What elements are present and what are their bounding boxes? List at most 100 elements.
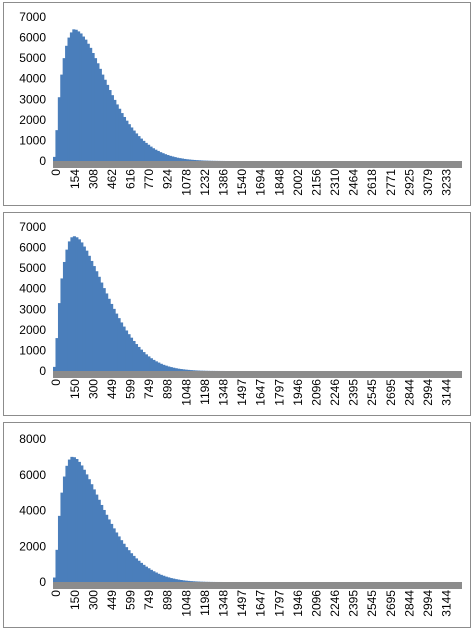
bar [172, 578, 176, 582]
bar [174, 368, 178, 371]
x-tick-label: 308 [86, 169, 100, 189]
y-tick-label: 4000 [19, 282, 46, 296]
bar [106, 84, 110, 161]
bar [142, 564, 146, 582]
bar [90, 260, 94, 371]
x-tick-label: 1797 [272, 590, 286, 617]
bar [65, 465, 69, 582]
x-tick-label: 1048 [179, 590, 193, 617]
bar [100, 504, 104, 582]
bar [134, 344, 139, 371]
x-tick-label: 770 [142, 169, 156, 189]
bar [129, 553, 134, 582]
bar [159, 152, 163, 161]
y-tick-label: 4000 [19, 504, 46, 518]
bar [193, 159, 197, 161]
bar [92, 266, 96, 371]
bar [139, 349, 143, 371]
bar [139, 138, 143, 161]
bar [149, 146, 153, 161]
bar [157, 362, 161, 371]
x-tick-label: 3144 [440, 590, 454, 617]
bar [164, 365, 168, 371]
y-tick-label: 2000 [19, 323, 46, 337]
bar [120, 322, 124, 371]
bar [118, 108, 122, 161]
bar [167, 366, 171, 371]
x-tick-label: 2695 [384, 590, 398, 617]
bar [154, 361, 158, 371]
bar [72, 457, 76, 582]
x-tick-label: 2395 [347, 590, 361, 617]
bar [87, 479, 91, 582]
x-axis-band [53, 161, 462, 168]
bar [187, 580, 191, 582]
bar [188, 159, 192, 161]
x-tick-label: 150 [68, 379, 82, 399]
bar [157, 573, 161, 582]
bar [164, 154, 168, 161]
x-tick-label: 1497 [235, 379, 249, 406]
x-tick-label: 1497 [235, 590, 249, 617]
bar [189, 581, 193, 582]
bar [65, 249, 69, 371]
bar [70, 456, 74, 582]
bar [137, 560, 141, 582]
x-tick-label: 2771 [384, 169, 398, 196]
bar [65, 45, 69, 161]
bar [67, 241, 71, 371]
x-tick-label: 1348 [216, 590, 230, 617]
x-tick-label: 2994 [421, 379, 435, 406]
x-tick-label: 2844 [402, 379, 416, 406]
bar [179, 369, 183, 371]
bar [100, 282, 104, 371]
bar [115, 104, 119, 161]
x-tick-label: 1540 [235, 169, 249, 196]
bar-series [53, 29, 230, 162]
bar [152, 571, 156, 582]
bar [151, 148, 156, 161]
bar [164, 576, 168, 582]
bar [72, 29, 76, 161]
x-axis: 0 154 308 462 616 770 924 1078 1232 1386 1540 1694 1… [49, 169, 453, 196]
x-tick-label: 2695 [384, 379, 398, 406]
bar [194, 370, 198, 371]
x-tick-label: 1647 [254, 379, 268, 406]
bar [117, 536, 121, 582]
bar [142, 352, 146, 371]
x-tick-label: 1694 [254, 169, 268, 196]
bar [166, 155, 170, 161]
bar [102, 509, 106, 582]
bar [156, 150, 160, 161]
bar [135, 133, 139, 161]
bar [95, 494, 99, 582]
x-tick-label: 599 [124, 590, 138, 610]
x-tick-label: 154 [68, 169, 82, 189]
x-tick-label: 749 [142, 379, 156, 399]
bar [129, 337, 134, 371]
bar [98, 68, 102, 161]
bar [97, 276, 101, 371]
bar [95, 271, 99, 371]
bar [178, 158, 182, 161]
bar [125, 120, 129, 161]
bar [87, 255, 91, 371]
x-tick-label: 2464 [347, 169, 361, 196]
x-tick-label: 2618 [365, 169, 379, 196]
y-tick-label: 4000 [19, 72, 46, 86]
y-tick-label: 1000 [19, 343, 46, 357]
y-axis: 0 1000 2000 3000 4000 5000 6000 7000 [19, 10, 46, 168]
bar [162, 575, 166, 582]
bar [154, 149, 158, 161]
bar [161, 153, 165, 161]
bar [90, 484, 94, 582]
x-tick-label: 2545 [365, 379, 379, 406]
bar [77, 239, 81, 371]
y-tick-label: 3000 [19, 92, 46, 106]
x-tick-label: 0 [49, 590, 63, 597]
bar [57, 303, 62, 371]
y-axis: 0 1000 2000 3000 4000 5000 6000 7000 [19, 220, 46, 378]
x-tick-label: 0 [49, 169, 63, 176]
y-tick-label: 6000 [19, 31, 46, 45]
y-tick-label: 1000 [19, 133, 46, 147]
